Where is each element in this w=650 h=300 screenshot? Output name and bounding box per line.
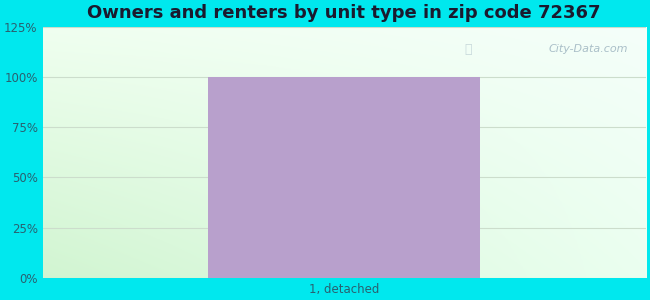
Text: 🔍: 🔍 — [465, 43, 473, 56]
Bar — [209, 77, 480, 278]
Text: City-Data.com: City-Data.com — [548, 44, 628, 54]
Title: Owners and renters by unit type in zip code 72367: Owners and renters by unit type in zip c… — [88, 4, 601, 22]
